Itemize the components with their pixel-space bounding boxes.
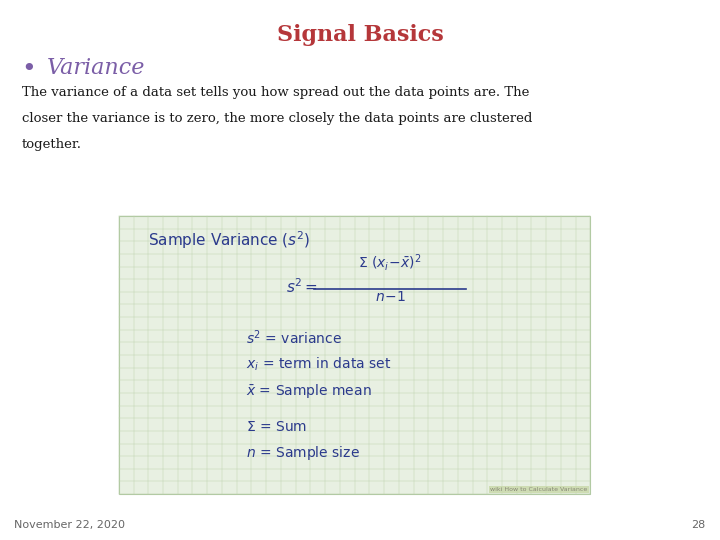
Text: $s^2=$: $s^2=$ xyxy=(286,277,318,295)
Text: closer the variance is to zero, the more closely the data points are clustered: closer the variance is to zero, the more… xyxy=(22,112,532,125)
Text: $\bar{x}$ = Sample mean: $\bar{x}$ = Sample mean xyxy=(246,382,372,401)
Text: Sample Variance ($s^2$): Sample Variance ($s^2$) xyxy=(148,230,310,251)
Text: $s^2$ = variance: $s^2$ = variance xyxy=(246,328,342,347)
Text: November 22, 2020: November 22, 2020 xyxy=(14,520,125,530)
Text: The variance of a data set tells you how spread out the data points are. The: The variance of a data set tells you how… xyxy=(22,86,529,99)
Text: Signal Basics: Signal Basics xyxy=(276,24,444,46)
Text: together.: together. xyxy=(22,138,81,151)
Text: $\Sigma$ = Sum: $\Sigma$ = Sum xyxy=(246,420,307,434)
Text: •: • xyxy=(22,57,36,80)
Text: $n$ = Sample size: $n$ = Sample size xyxy=(246,443,360,462)
Text: Variance: Variance xyxy=(47,57,145,79)
FancyBboxPatch shape xyxy=(119,216,590,494)
Text: 28: 28 xyxy=(691,520,706,530)
Text: $\Sigma\ (x_i\!-\!\bar{x})^2$: $\Sigma\ (x_i\!-\!\bar{x})^2$ xyxy=(359,252,422,273)
Text: wiki How to Calculate Variance: wiki How to Calculate Variance xyxy=(490,487,588,492)
Text: $x_i$ = term in data set: $x_i$ = term in data set xyxy=(246,356,392,373)
Text: $n\!-\!1$: $n\!-\!1$ xyxy=(374,290,405,304)
